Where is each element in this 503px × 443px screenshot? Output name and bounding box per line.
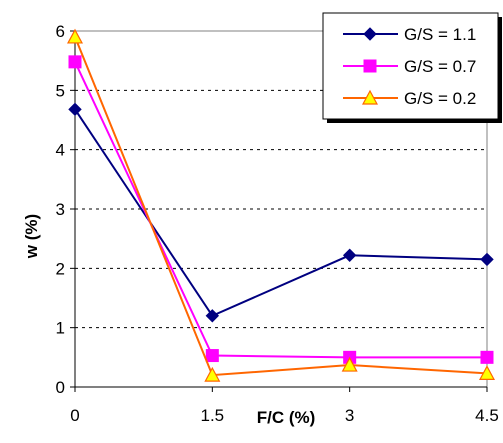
legend-item: G/S = 0.7: [343, 57, 476, 76]
data-point: [204, 366, 221, 382]
series-2: [68, 55, 494, 364]
x-tick-label: 3: [345, 406, 354, 425]
y-tick-label: 0: [56, 378, 65, 397]
grid-lines: [75, 89, 487, 329]
series-line: [74, 61, 487, 359]
data-point: [480, 350, 494, 364]
y-tick-label: 1: [56, 319, 65, 338]
y-tick-labels: 0 1 2 3 4 5 6: [56, 22, 65, 397]
legend-marker: [363, 27, 377, 41]
legend-label: G/S = 1.1: [404, 25, 476, 44]
y-tick-label: 3: [56, 200, 65, 219]
legend-marker: [361, 89, 379, 105]
x-tick-label: 4.5: [475, 406, 499, 425]
axes: [70, 30, 488, 392]
series-1: [68, 102, 494, 323]
legend: G/S = 1.1 G/S = 0.7 G/S = 0.2: [322, 12, 502, 123]
series-3: [66, 28, 496, 382]
data-point: [66, 28, 84, 44]
legend-item: G/S = 1.1: [343, 25, 476, 44]
data-point: [205, 309, 220, 323]
data-point: [480, 252, 494, 267]
y-tick-label: 4: [56, 141, 65, 160]
data-point: [342, 248, 357, 262]
x-axis-title: F/C (%): [257, 408, 316, 427]
series-lines: [66, 28, 496, 382]
legend-label: G/S = 0.7: [404, 57, 476, 76]
x-tick-label: 0: [70, 406, 79, 425]
y-tick-label: 5: [56, 81, 65, 100]
y-tick-label: 6: [56, 22, 65, 41]
y-tick-label: 2: [56, 259, 65, 278]
data-point: [205, 349, 219, 363]
legend-marker: [363, 59, 377, 73]
data-point: [68, 102, 82, 117]
x-tick-label: 1.5: [201, 406, 225, 425]
data-point: [478, 365, 496, 380]
series-line: [74, 36, 488, 377]
x-tick-labels: 0 1.5 3 4.5: [70, 406, 499, 425]
series-line: [74, 108, 488, 318]
legend-item: G/S = 0.2: [343, 89, 476, 108]
legend-label: G/S = 0.2: [404, 89, 476, 108]
data-point: [341, 356, 358, 372]
data-point: [68, 55, 82, 69]
y-axis-title: w (%): [22, 214, 41, 259]
